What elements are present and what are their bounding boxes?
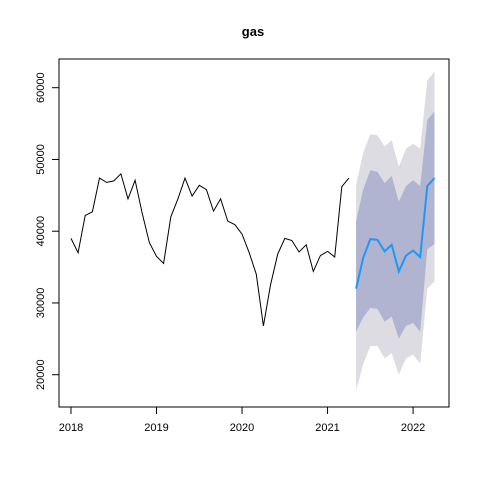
- y-tick-label: 40000: [35, 216, 47, 247]
- band-80-area: [356, 111, 435, 339]
- x-tick-label: 2020: [230, 422, 254, 434]
- forecast-mean-line: [355, 177, 436, 289]
- x-tick-label: 2019: [144, 422, 168, 434]
- x-axis: 2018 2019 2020 2021 2022: [59, 406, 425, 434]
- x-tick-label: 2021: [315, 422, 339, 434]
- y-tick-label: 60000: [35, 72, 47, 103]
- history-line: [70, 172, 350, 326]
- y-tick-label: 50000: [35, 144, 47, 175]
- x-tick-label: 2018: [59, 422, 83, 434]
- x-tick-label: 2022: [401, 422, 425, 434]
- y-tick-label: 20000: [35, 359, 47, 390]
- band-80-group: [356, 111, 435, 339]
- series-lines-group: [70, 172, 436, 326]
- y-tick-label: 30000: [35, 288, 47, 319]
- y-axis: 20000 30000 40000 50000 60000: [35, 72, 60, 390]
- chart-title: gas: [242, 24, 264, 39]
